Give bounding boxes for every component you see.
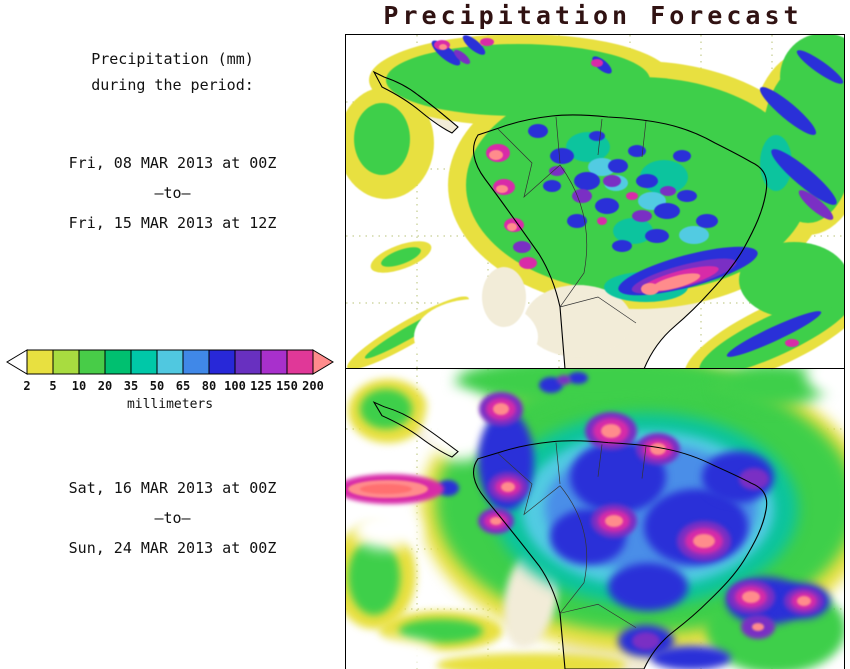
- period-1-separator: –to–: [154, 184, 191, 202]
- colorbar-segment: [208, 349, 236, 375]
- colorbar-tick: 65: [175, 379, 191, 393]
- colorbar-tick: 5: [49, 379, 57, 393]
- colorbar-tick: 125: [250, 379, 272, 393]
- period-1-start: Fri, 08 MAR 2013 at 00Z: [68, 154, 277, 172]
- colorbar-under-arrow: [6, 349, 28, 375]
- colorbar-segment: [156, 349, 184, 375]
- period-1-end: Fri, 15 MAR 2013 at 12Z: [68, 214, 277, 232]
- precip-shading-week2: [346, 369, 844, 669]
- colorbar-tick: 80: [201, 379, 217, 393]
- colorbar: [6, 349, 334, 375]
- colorbar-ticks: 2 5 10 20 35 50 65 80 100 125 150 200: [5, 379, 335, 394]
- colorbar-segment: [234, 349, 262, 375]
- page-title: Precipitation Forecast: [383, 1, 803, 30]
- colorbar-tick: 10: [71, 379, 87, 393]
- period-2-end: Sun, 24 MAR 2013 at 00Z: [68, 539, 277, 557]
- period-2-start: Sat, 16 MAR 2013 at 00Z: [68, 479, 277, 497]
- colorbar-over-arrow: [312, 349, 334, 375]
- colorbar-tick: 2: [23, 379, 31, 393]
- colorbar-segment: [104, 349, 132, 375]
- colorbar-unit-label: millimeters: [126, 397, 214, 412]
- legend-heading-line1: Precipitation (mm): [91, 50, 254, 68]
- precip-shading-week1: [346, 35, 844, 369]
- colorbar-tick: 50: [149, 379, 165, 393]
- colorbar-tick: 100: [224, 379, 246, 393]
- period-1: Fri, 08 MAR 2013 at 00Z –to– Fri, 15 MAR…: [0, 148, 345, 238]
- colorbar-segment: [130, 349, 158, 375]
- colorbar-tick: 200: [302, 379, 324, 393]
- period-2: Sat, 16 MAR 2013 at 00Z –to– Sun, 24 MAR…: [0, 473, 345, 563]
- legend-heading-line2: during the period:: [91, 76, 254, 94]
- colorbar-segment: [260, 349, 288, 375]
- colorbar-segment: [26, 349, 54, 375]
- period-2-separator: –to–: [154, 509, 191, 527]
- colorbar-segments: [26, 349, 314, 375]
- colorbar-tick: 150: [276, 379, 298, 393]
- precip-map-period2: [345, 368, 845, 669]
- colorbar-tick: 20: [97, 379, 113, 393]
- colorbar-tick: 35: [123, 379, 139, 393]
- colorbar-segment: [52, 349, 80, 375]
- colorbar-segment: [182, 349, 210, 375]
- precip-map-period1: [345, 34, 845, 370]
- colorbar-block: 2 5 10 20 35 50 65 80 100 125 150 200 millimeters: [5, 349, 335, 415]
- legend-heading: Precipitation (mm) during the period:: [0, 46, 345, 98]
- colorbar-segment: [78, 349, 106, 375]
- colorbar-segment: [286, 349, 314, 375]
